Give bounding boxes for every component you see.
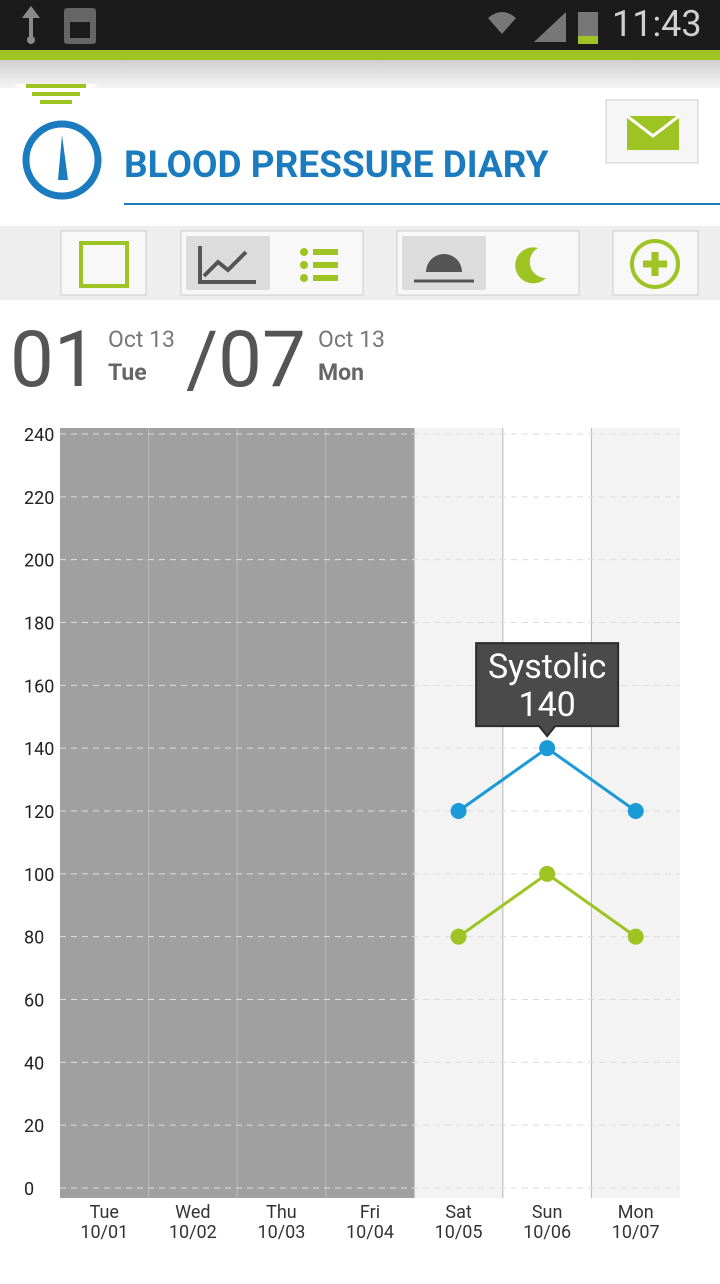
y-tick-label: 240 [24,425,54,446]
x-tick-label: Thu 10/03 [257,1202,305,1243]
y-tick-label: 20 [24,1116,44,1137]
y-tick-label: 0 [24,1179,34,1200]
tooltip-value: 140 [518,685,575,725]
calendar-icon [79,241,129,288]
add-icon [630,239,680,289]
y-tick-label: 40 [24,1053,44,1074]
y-tick-label: 180 [24,614,54,635]
morning-icon [426,254,462,272]
end-weekday: Mon [318,359,364,386]
data-point [450,803,467,819]
y-tick-label: 100 [24,865,54,886]
x-tick-label: Fri 10/04 [346,1202,394,1243]
evening-button[interactable] [515,247,546,284]
x-tick-label: Sat 10/05 [435,1202,483,1243]
y-tick-label: 80 [24,928,44,949]
header-shade [0,60,720,88]
y-tick-label: 140 [24,739,54,760]
data-point [450,928,467,945]
app-logo [22,120,102,200]
y-tick-label: 120 [24,802,54,823]
chart-view-icon [198,246,256,284]
dropdown-icon [26,84,86,104]
add-plus [643,252,667,276]
status-time: 11:43 [612,3,702,45]
start-weekday: Tue [108,359,147,386]
y-tick-label: 220 [24,488,54,509]
x-tick-label: Wed 10/02 [169,1202,217,1243]
start-month: Oct 13 [108,326,175,353]
data-point [627,928,644,945]
email-flap [626,114,680,138]
tooltip-box [475,642,620,738]
day-band [325,428,415,1198]
day-band [148,428,238,1198]
data-point [539,865,556,882]
status-icons [22,6,598,44]
accent-bar [0,50,720,60]
y-tick-label: 60 [24,991,44,1012]
day-band [237,428,326,1198]
status-bar [0,0,720,50]
x-tick-label: Tue 10/01 [80,1202,128,1243]
x-tick-label: Mon 10/07 [612,1202,660,1243]
day-band [60,428,149,1198]
end-month: Oct 13 [318,326,385,353]
chart: 0 20 40 60 80 100 120 140 160 180 200 220 240 Tue 10/0… [24,425,680,1243]
day-band [502,428,592,1198]
x-tick-label: Sun 10/06 [523,1202,571,1243]
y-tick-label: 160 [24,676,54,697]
list-view-button[interactable] [300,248,338,282]
tooltip-label: Systolic [488,647,606,687]
y-tick-label: 200 [24,551,54,572]
app-title: BLOOD PRESSURE DIARY [124,144,549,187]
logo-needle [58,135,68,180]
data-point [627,803,644,819]
data-point [539,740,556,757]
end-day: /07 [186,315,306,406]
start-day: 01 [10,315,98,406]
